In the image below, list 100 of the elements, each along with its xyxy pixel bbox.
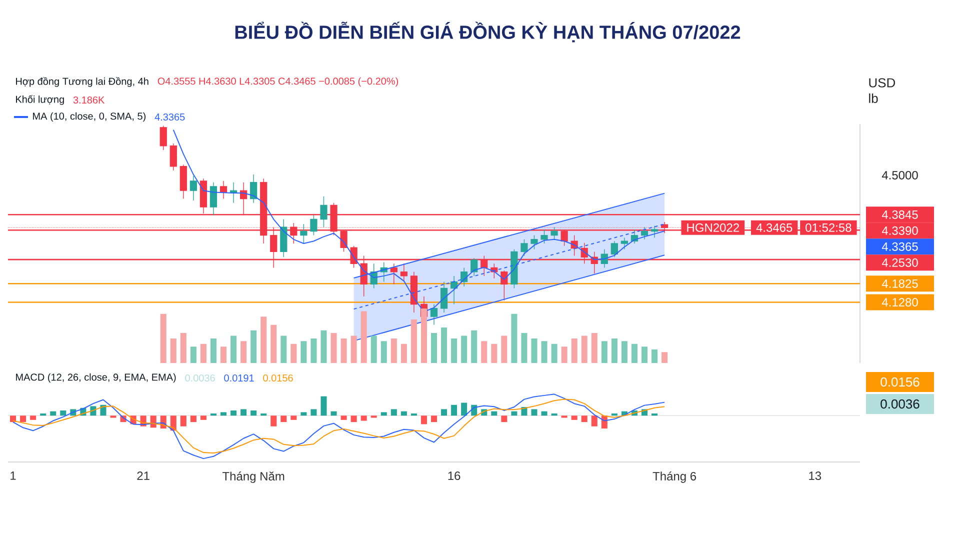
text: 0.0191 (224, 374, 254, 382)
x-tick-label: 16 (448, 472, 460, 480)
candlestick (450, 276, 458, 305)
bar (390, 338, 397, 363)
bar (180, 333, 186, 363)
bar (390, 409, 397, 416)
text: Hợp đồng Tương lai Đồng, 4h (16, 77, 148, 87)
text: 0.0036 (185, 374, 215, 382)
bar (280, 416, 287, 422)
bar (270, 324, 277, 363)
bar (380, 412, 387, 416)
bar (40, 413, 46, 416)
bar (652, 349, 658, 363)
bar (180, 416, 186, 426)
x-tick-label: 21 (137, 472, 150, 480)
bar (290, 416, 297, 420)
candlestick (620, 237, 628, 250)
bar (481, 341, 488, 363)
text: 4.3365 (882, 242, 918, 251)
bar (260, 316, 267, 363)
bar (220, 346, 227, 363)
bar (350, 336, 357, 363)
bar (320, 396, 327, 416)
bar (621, 341, 628, 363)
bar (210, 338, 216, 363)
bar (50, 411, 56, 416)
bar (60, 410, 66, 416)
ref-line-label: 4.3465 (756, 223, 792, 232)
bar (200, 344, 206, 363)
bar (441, 409, 448, 416)
bar (240, 341, 247, 363)
bar (290, 344, 297, 363)
text: O4.3555 H4.3630 L4.3305 C4.3465 −0.0085 (−0.20%) (158, 77, 398, 87)
text: 0.0036 (880, 399, 920, 409)
candlestick (440, 281, 448, 313)
bar (270, 416, 277, 426)
bar (581, 336, 588, 363)
bar (150, 416, 156, 428)
candlestick (650, 225, 658, 238)
bar (380, 341, 387, 363)
bar (410, 319, 417, 363)
bar (641, 346, 648, 363)
ref-line-label: 4.2530 (882, 258, 918, 267)
bar (581, 416, 588, 422)
bar (400, 344, 407, 363)
bar (441, 328, 448, 363)
annotation: HGN2022 (687, 223, 739, 232)
bar (461, 402, 468, 416)
text: 0.0156 (263, 374, 293, 382)
x-tick-label: Tháng 6 (652, 472, 696, 483)
ref-line-label: 4.1825 (882, 279, 918, 288)
bar (410, 413, 417, 416)
candlestick (600, 248, 608, 268)
candlestick (470, 258, 478, 276)
bar (190, 346, 196, 363)
bar (310, 338, 317, 363)
chart-title: MACD (12, 26, close, 9, EMA, EMA) (16, 373, 176, 383)
bar (430, 416, 438, 422)
bar (230, 336, 237, 363)
bar (260, 413, 267, 416)
bar (521, 333, 528, 363)
bar (300, 412, 307, 416)
bar (360, 311, 367, 363)
bar (20, 416, 26, 422)
text: 3.186K (73, 96, 105, 104)
bar (501, 416, 508, 422)
candlestick (300, 224, 308, 244)
bar (491, 344, 498, 363)
bar (160, 314, 166, 363)
candlestick (220, 180, 228, 200)
bar (591, 416, 598, 426)
candlestick (190, 176, 197, 201)
bar (501, 336, 508, 363)
bar (30, 416, 36, 420)
y-axis-title: USD lb (869, 78, 896, 103)
bar (310, 409, 317, 416)
bar (461, 336, 468, 363)
chart-title: Khối lượng (16, 95, 64, 105)
y-tick-label: 4.3845 (882, 210, 918, 219)
bar (541, 411, 548, 416)
bar (631, 344, 638, 363)
bar (250, 330, 257, 363)
bar (370, 336, 377, 363)
text: 4.3365 (154, 113, 185, 121)
ref-line-label: 4.3390 (882, 226, 918, 235)
bar (170, 338, 176, 363)
candlestick (160, 125, 167, 150)
candlestick (520, 239, 528, 256)
chart-title: BIỂU ĐỒ DIỄN BIẾN GIÁ ĐỒNG KỲ HẠN THÁNG 07/2022 (235, 22, 740, 42)
candlestick (640, 226, 648, 240)
annotation: 01:52:58 (806, 223, 852, 232)
bar (451, 404, 458, 416)
candlestick (310, 214, 318, 236)
bar (210, 413, 216, 416)
candlestick (250, 174, 258, 204)
bar (400, 411, 407, 416)
bar (471, 330, 478, 363)
bar (280, 336, 287, 363)
bar (340, 416, 347, 420)
candlestick (320, 196, 328, 228)
